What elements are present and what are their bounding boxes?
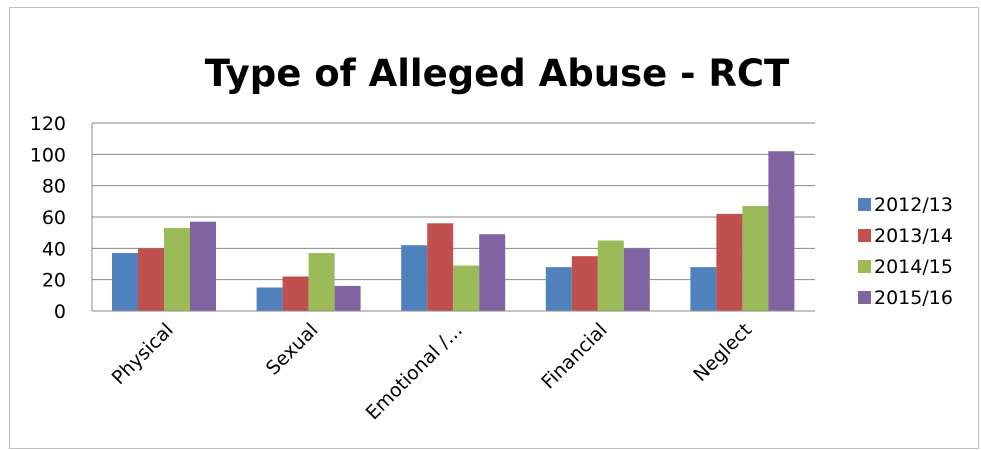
y-tick-label: 80 bbox=[42, 176, 66, 198]
bar-2012-13-3 bbox=[545, 267, 572, 311]
bar-2014-15-3 bbox=[597, 240, 624, 311]
bar-2012-13-1 bbox=[256, 287, 283, 311]
bar-2015-16-1 bbox=[334, 285, 361, 311]
bar-2014-15-4 bbox=[742, 206, 769, 311]
x-category-label: Physical bbox=[108, 319, 178, 389]
bar-2014-15-1 bbox=[308, 253, 335, 311]
y-tick-label: 100 bbox=[30, 144, 66, 166]
legend-swatch bbox=[858, 260, 871, 273]
bar-2013-14-4 bbox=[716, 213, 743, 311]
x-category-label: Sexual bbox=[262, 319, 323, 380]
x-category-label: Neglect bbox=[689, 319, 756, 386]
y-tick-label: 40 bbox=[42, 238, 66, 260]
bar-2015-16-0 bbox=[190, 221, 216, 311]
legend-swatch bbox=[858, 229, 871, 242]
legend-label: 2012/13 bbox=[874, 194, 953, 216]
x-category-label: Emotional /… bbox=[362, 319, 467, 424]
bars bbox=[112, 151, 795, 311]
bar-2013-14-3 bbox=[571, 256, 598, 311]
y-tick-label: 0 bbox=[54, 301, 66, 323]
y-tick-label: 120 bbox=[30, 113, 66, 135]
chart-title: Type of Alleged Abuse - RCT bbox=[205, 52, 790, 95]
legend-label: 2014/15 bbox=[874, 256, 953, 278]
bar-2013-14-1 bbox=[282, 276, 309, 311]
bar-2013-14-0 bbox=[138, 248, 164, 311]
bar-2015-16-3 bbox=[623, 248, 650, 311]
x-axis-categories: Physical Sexual Emotional /… Financial Negle… bbox=[108, 319, 757, 424]
y-tick-label: 60 bbox=[42, 207, 66, 229]
bar-2014-15-0 bbox=[164, 227, 190, 311]
legend: 2012/13 2013/14 2014/15 2015/16 bbox=[858, 194, 953, 309]
x-category-label: Financial bbox=[537, 319, 611, 393]
legend-swatch bbox=[858, 291, 871, 304]
bar-2012-13-0 bbox=[112, 253, 138, 311]
y-tick-label: 20 bbox=[42, 270, 66, 292]
legend-swatch bbox=[858, 198, 871, 211]
bar-2012-13-2 bbox=[401, 245, 428, 311]
axes bbox=[91, 123, 815, 312]
legend-label: 2015/16 bbox=[874, 287, 953, 309]
y-axis-ticks: 0 20 40 60 80 100 120 bbox=[30, 113, 66, 323]
bar-2015-16-2 bbox=[479, 234, 506, 311]
bar-2012-13-4 bbox=[690, 267, 717, 311]
bar-2013-14-2 bbox=[427, 223, 454, 311]
legend-label: 2013/14 bbox=[874, 225, 953, 247]
bar-2015-16-4 bbox=[768, 151, 795, 311]
bar-2014-15-2 bbox=[453, 265, 480, 311]
